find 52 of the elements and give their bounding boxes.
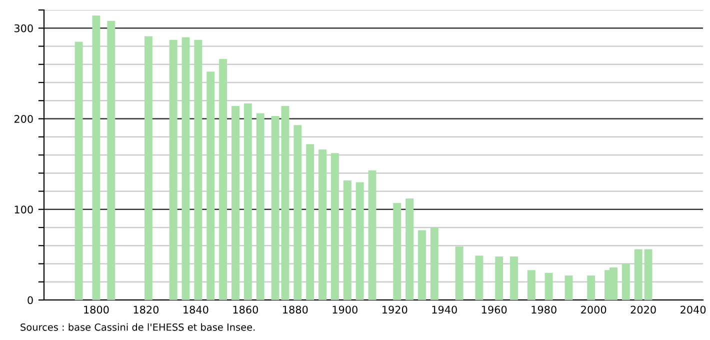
bar bbox=[294, 125, 302, 300]
bar bbox=[455, 246, 464, 300]
bar bbox=[510, 256, 518, 300]
x-tick-label: 1800 bbox=[84, 306, 109, 314]
bar bbox=[232, 106, 240, 300]
y-tick-label: 0 bbox=[28, 296, 33, 304]
x-tick-label: 1920 bbox=[382, 306, 408, 314]
bar bbox=[92, 15, 100, 300]
bar bbox=[644, 249, 652, 300]
bar bbox=[430, 228, 438, 300]
x-tick-label: 1980 bbox=[532, 306, 556, 314]
x-tick-label: 1880 bbox=[283, 306, 308, 314]
x-tick-label: 2020 bbox=[630, 306, 656, 314]
y-tick-label: 200 bbox=[14, 114, 33, 123]
bar bbox=[587, 276, 596, 300]
bar bbox=[318, 150, 326, 300]
x-tick-label: 2040 bbox=[680, 306, 706, 314]
y-tick-label: 100 bbox=[14, 206, 33, 214]
bar bbox=[194, 40, 202, 300]
bar bbox=[244, 103, 252, 300]
bar bbox=[622, 264, 630, 300]
bar bbox=[144, 36, 152, 300]
bar bbox=[418, 230, 426, 300]
x-tick-label: 1820 bbox=[134, 306, 159, 314]
bar bbox=[495, 256, 504, 300]
bar bbox=[564, 276, 573, 300]
bar bbox=[182, 37, 190, 300]
bar bbox=[475, 256, 484, 300]
bar bbox=[527, 270, 536, 300]
x-tick-label: 1960 bbox=[482, 306, 507, 314]
bar bbox=[356, 182, 364, 300]
bar bbox=[343, 180, 352, 300]
bar bbox=[406, 198, 414, 300]
x-tick-label: 1900 bbox=[332, 306, 358, 314]
y-tick-label: 300 bbox=[14, 24, 33, 32]
bar bbox=[330, 153, 339, 300]
x-tick-label: 1840 bbox=[184, 306, 208, 314]
source-note: Sources : base Cassini de l'EHESS et base Insee. bbox=[20, 323, 255, 331]
bar bbox=[206, 72, 215, 300]
bar bbox=[368, 170, 376, 300]
bar bbox=[107, 20, 116, 300]
x-tick-label: 2000 bbox=[581, 306, 606, 314]
x-tick-label: 1940 bbox=[432, 306, 457, 314]
bar bbox=[544, 272, 553, 300]
bar bbox=[634, 249, 642, 300]
bar bbox=[393, 203, 402, 300]
bar bbox=[74, 42, 83, 300]
x-tick-label: 1860 bbox=[233, 306, 258, 314]
bar bbox=[169, 40, 178, 300]
bar bbox=[306, 144, 314, 300]
bar bbox=[256, 113, 264, 300]
bar bbox=[219, 58, 228, 300]
